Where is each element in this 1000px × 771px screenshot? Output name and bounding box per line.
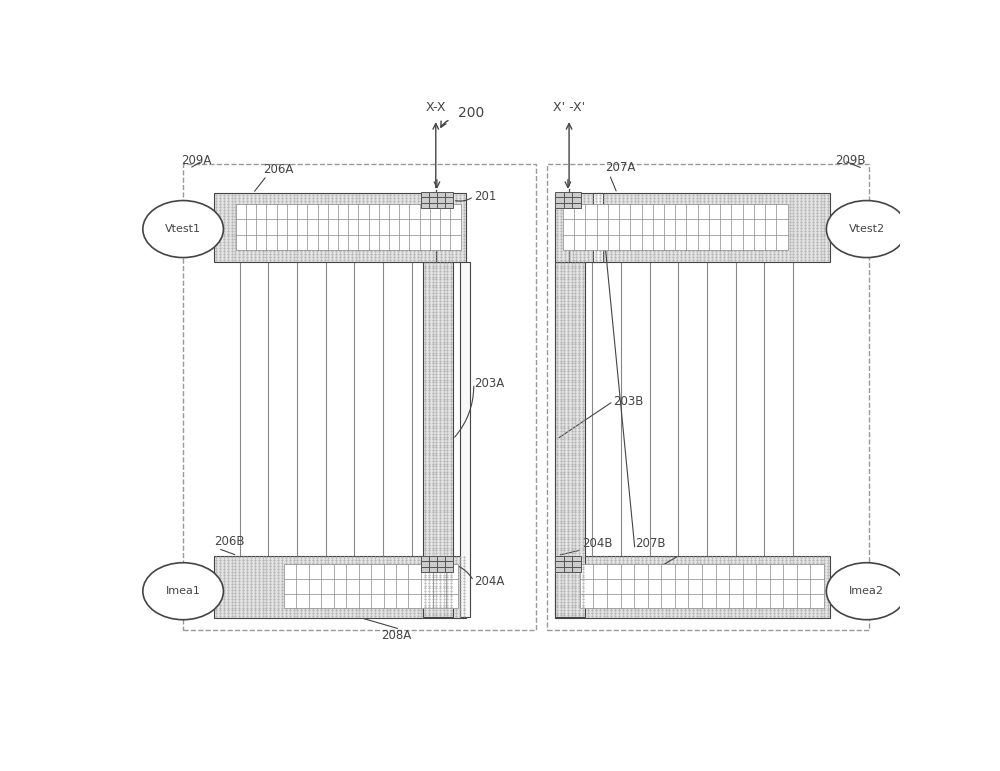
Text: 204B: 204B (582, 537, 613, 550)
Text: Vtest2: Vtest2 (849, 224, 885, 234)
Bar (284, 564, 458, 608)
Bar (214, 556, 466, 618)
Text: 204A: 204A (474, 574, 504, 588)
Bar (580, 564, 824, 608)
Text: 206B: 206B (214, 535, 245, 548)
Text: Vtest1: Vtest1 (165, 224, 201, 234)
Text: 200: 200 (458, 106, 484, 120)
Text: Imea1: Imea1 (166, 586, 201, 596)
Bar (421, 556, 453, 572)
Text: 209B: 209B (835, 154, 866, 167)
Ellipse shape (826, 200, 907, 258)
Bar (423, 261, 453, 617)
Bar (421, 192, 453, 208)
Bar (555, 261, 585, 617)
Text: X' -X': X' -X' (553, 102, 585, 114)
Bar (547, 163, 869, 630)
Text: 207B: 207B (635, 537, 665, 550)
Text: 206A: 206A (263, 163, 293, 176)
Bar (555, 194, 830, 261)
Bar (460, 261, 470, 617)
Text: X-X: X-X (426, 102, 446, 114)
Bar (555, 556, 830, 618)
Bar (236, 204, 461, 250)
Text: 209A: 209A (181, 154, 211, 167)
Bar (563, 204, 788, 250)
Bar (183, 163, 536, 630)
Ellipse shape (143, 200, 223, 258)
Text: Imea2: Imea2 (849, 586, 884, 596)
Text: 207A: 207A (606, 161, 636, 174)
Bar (555, 556, 581, 572)
Bar (555, 192, 581, 208)
Ellipse shape (143, 563, 223, 620)
Text: 203B: 203B (613, 395, 644, 408)
Text: 208B: 208B (583, 590, 613, 603)
Text: 208A: 208A (381, 629, 411, 642)
Text: 201: 201 (474, 190, 496, 203)
Text: 203A: 203A (474, 377, 504, 390)
Bar (214, 194, 466, 261)
Ellipse shape (826, 563, 907, 620)
Bar (593, 194, 603, 261)
